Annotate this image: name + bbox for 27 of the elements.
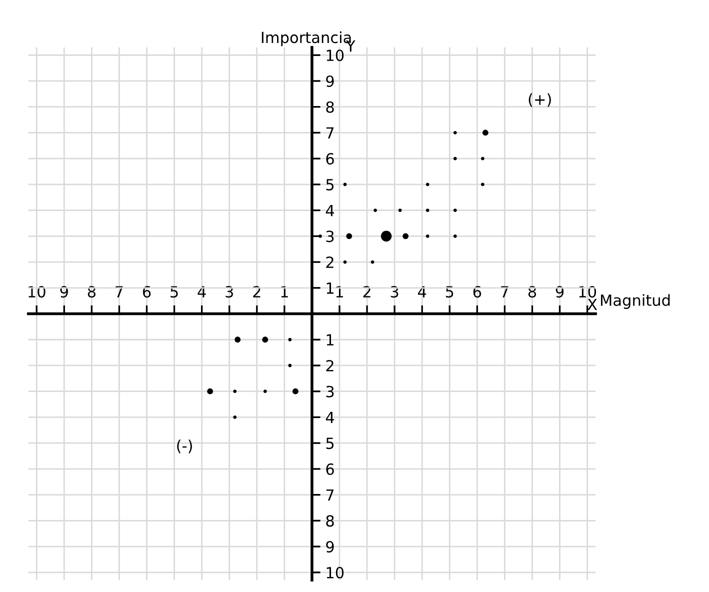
y-tick-label: 8 <box>326 515 334 527</box>
x-tick-label: 5 <box>170 286 178 298</box>
y-tick-label: 7 <box>326 127 334 139</box>
y-tick-label: 3 <box>326 230 334 242</box>
y-tick-label: 9 <box>326 541 334 553</box>
y-tick-label: 9 <box>326 75 334 88</box>
x-tick-label: 5 <box>446 286 454 298</box>
y-tick-label: 8 <box>326 101 334 113</box>
y-tick-label: 7 <box>326 489 334 501</box>
y-tick-label: 5 <box>326 179 334 190</box>
y-tick-label: 10 <box>326 50 344 62</box>
annotation: X <box>588 298 598 310</box>
annotation: (-) <box>177 440 192 454</box>
annotation: (+) <box>528 93 551 107</box>
x-tick-label: 6 <box>142 286 151 298</box>
y-tick-label: 4 <box>326 204 334 216</box>
y-tick-label: 10 <box>326 566 344 578</box>
x-tick-label: 6 <box>473 286 482 298</box>
y-tick-label: 6 <box>326 153 334 165</box>
y-tick-label: 4 <box>326 412 334 424</box>
y-tick-label: 3 <box>326 386 334 398</box>
y-tick-label: 1 <box>326 334 334 346</box>
x-axis-title: Magnitud <box>600 294 670 309</box>
y-tick-label: 5 <box>326 438 334 450</box>
y-tick-label: 6 <box>326 463 334 475</box>
y-tick-label: 2 <box>326 360 334 372</box>
y-tick-label: 2 <box>326 256 334 268</box>
